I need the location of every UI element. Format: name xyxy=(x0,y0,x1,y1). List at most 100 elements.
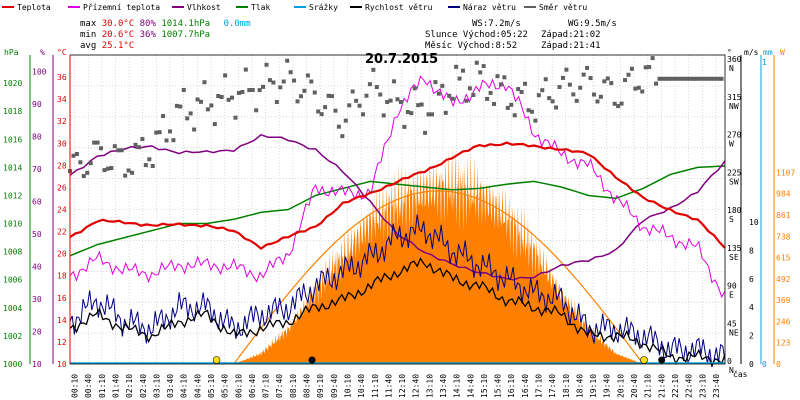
axis-unit-mm: mm xyxy=(763,48,773,57)
wind-dir-dot-182 xyxy=(695,76,700,81)
tick-x-47: 23:40 xyxy=(712,374,721,398)
wind-dir-dot-86 xyxy=(364,93,369,98)
wind-dir-dot-8 xyxy=(95,140,100,145)
axis-unit-degc: °C xyxy=(57,48,67,57)
axis-unit-wm2: W xyxy=(780,48,785,57)
wind-dir-dot-3 xyxy=(78,160,83,165)
wind-dir-dot-85 xyxy=(361,112,366,117)
wind-dir-dot-12 xyxy=(109,166,114,171)
tick-degc-0: 10 xyxy=(57,360,67,369)
legend-label-0: Teplota xyxy=(17,3,51,12)
tick-ms-1: 2 xyxy=(749,332,754,341)
wind-dir-dot-114 xyxy=(461,68,465,73)
wind-dir-dot-108 xyxy=(440,83,445,88)
solar-theoretical-line xyxy=(233,190,644,365)
wind-dir-dot-125 xyxy=(498,82,503,87)
wind-dir-dot-105 xyxy=(429,112,434,117)
wind-dir-dot-47 xyxy=(230,95,235,100)
wind-dir-dot-109 xyxy=(443,110,448,115)
tick-x-43: 21:40 xyxy=(657,374,666,398)
stats-max: max 30.0°C 80% 1014.1hPa 0.0mm xyxy=(80,19,251,29)
tick-x-19: 09:40 xyxy=(330,374,339,398)
wind-dir-dot-173 xyxy=(664,76,669,81)
wind-dir-dot-56 xyxy=(261,84,266,89)
wind-dir-dot-121 xyxy=(485,96,490,101)
wind-dir-dot-83 xyxy=(354,98,359,103)
tick-pct-1: 20 xyxy=(32,327,42,336)
tick-degc-2: 14 xyxy=(57,316,67,325)
wind-dir-dot-63 xyxy=(285,58,290,63)
tick-x-27: 13:40 xyxy=(439,374,448,398)
wind-dir-dot-137 xyxy=(540,88,545,93)
wind-dir-dot-147 xyxy=(574,98,579,103)
stats-min-press: 1007.7hPa xyxy=(161,30,211,40)
stats-avg-temp: 25.1°C xyxy=(101,41,135,51)
series-line-p-zemn-teplota xyxy=(69,75,726,299)
wind-dir-dot-150 xyxy=(585,65,590,70)
wind-dir-dot-90 xyxy=(378,92,383,97)
wind-dir-dot-33 xyxy=(181,87,186,92)
wind-dir-dot-49 xyxy=(236,90,241,95)
tick-wm2-9: 1107 xyxy=(776,168,795,177)
wind-dir-dot-94 xyxy=(392,79,397,84)
axis-unit-ms: m/s xyxy=(744,48,759,57)
tick-pct-2: 30 xyxy=(32,295,42,304)
wind-dir-dot-6 xyxy=(88,161,93,166)
sunrise-marker xyxy=(212,356,221,364)
tick-ms-0: 0 xyxy=(749,360,754,369)
tick-degc-13: 36 xyxy=(57,73,67,82)
wind-dir-dot-15 xyxy=(119,148,124,153)
wind-dir-dot-59 xyxy=(271,80,276,85)
wind-dir-dot-106 xyxy=(433,80,438,85)
wind-dir-dot-89 xyxy=(374,85,379,90)
wind-dir-dot-5 xyxy=(85,170,90,175)
wind-dir-dot-58 xyxy=(267,78,272,83)
tick-wm2-6: 738 xyxy=(776,232,791,241)
tick-x-23: 11:40 xyxy=(384,374,393,398)
wind-dir-dot-40 xyxy=(205,107,210,112)
tick-dir-4: 180 xyxy=(727,206,742,215)
wind-dir-dot-35 xyxy=(188,111,193,116)
tick-x-16: 08:10 xyxy=(289,374,298,398)
wind-dir-dot-51 xyxy=(243,67,248,72)
wind-dir-dot-31 xyxy=(174,103,179,108)
wind-dir-dot-20 xyxy=(136,145,141,150)
wind-dir-dot-55 xyxy=(257,88,262,93)
moonset-marker xyxy=(658,356,666,364)
wind-dir-dot-164 xyxy=(633,86,638,91)
wind-dir-dot-170 xyxy=(654,81,659,86)
wind-dir-dot-52 xyxy=(247,88,252,93)
tick-degc-7: 24 xyxy=(57,206,67,215)
wind-dir-dot-184 xyxy=(702,76,707,81)
wind-dir-dot-160 xyxy=(619,101,624,106)
tick-pct-4: 50 xyxy=(32,230,42,239)
tick-x-11: 05:40 xyxy=(221,374,230,398)
tick-dir-label-1: NE xyxy=(729,328,739,337)
wind-dir-dot-142 xyxy=(557,85,562,90)
wind-dir-dot-7 xyxy=(92,140,97,145)
tick-pct-7: 80 xyxy=(32,132,42,141)
axis-unit-deg: ° xyxy=(727,48,732,57)
tick-pct-6: 70 xyxy=(32,165,42,174)
wind-dir-dot-93 xyxy=(388,98,393,103)
tick-x-37: 18:40 xyxy=(575,374,584,398)
wind-dir-dot-132 xyxy=(523,81,528,86)
tick-dir-label-8: N xyxy=(729,64,734,73)
tick-x-32: 16:10 xyxy=(507,374,516,398)
stats-max-press: 1014.1hPa xyxy=(161,19,211,29)
wind-dir-dot-9 xyxy=(99,146,104,151)
wind-dir-dot-154 xyxy=(598,94,603,99)
wind-dir-dot-187 xyxy=(712,76,717,81)
wind-dir-dot-77 xyxy=(333,108,338,113)
tick-wm2-8: 984 xyxy=(776,190,791,199)
wind-dir-dot-38 xyxy=(199,99,203,104)
legend-label-3: Tlak xyxy=(251,3,270,12)
wind-dir-dot-64 xyxy=(288,70,293,75)
tick-dir-label-6: W xyxy=(729,140,734,149)
wind-dir-dot-124 xyxy=(495,74,500,79)
solar-area xyxy=(233,144,644,364)
tick-x-42: 21:10 xyxy=(644,374,653,398)
wind-dir-dot-78 xyxy=(336,124,341,129)
tick-x-35: 17:40 xyxy=(548,374,557,398)
tick-x-17: 08:40 xyxy=(303,374,312,398)
